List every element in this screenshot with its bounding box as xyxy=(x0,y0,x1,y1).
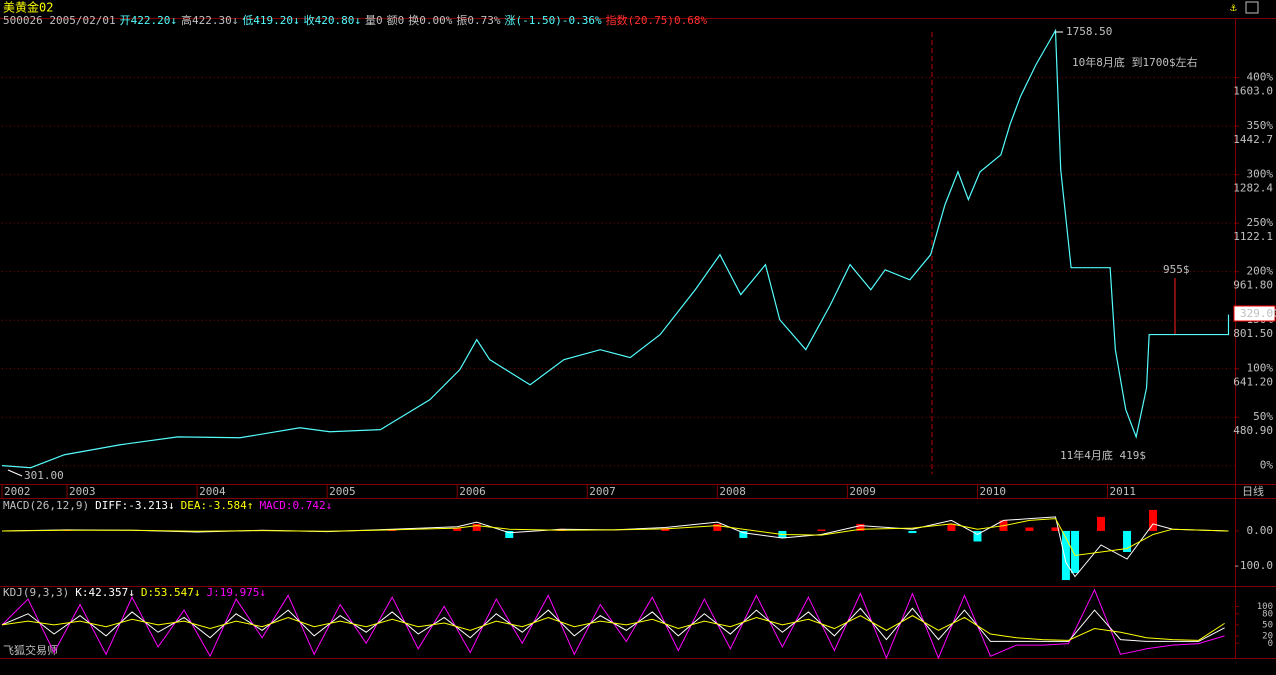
x-tick-label: 2010 xyxy=(979,485,1006,498)
price-line xyxy=(1,28,1230,469)
y-tick-label: 50 xyxy=(1262,620,1273,630)
legend-entry: DIFF:-3.213↓ xyxy=(95,499,174,512)
macd-bar xyxy=(1051,527,1060,531)
x-tick-label: 2008 xyxy=(719,485,746,498)
macd-bar xyxy=(1123,530,1132,553)
y-tick-label: 1603.0 xyxy=(1233,85,1273,98)
y-tick-label: 0.00 xyxy=(1247,524,1274,537)
info-item: 额0 xyxy=(387,14,405,27)
panel-header: KDJ(9,3,3) K:42.357↓ D:53.547↓ J:19.975↓ xyxy=(3,586,266,599)
anchor-icon[interactable]: ⚓ xyxy=(1229,1,1237,14)
panel-title: MACD(26,12,9) xyxy=(3,499,89,512)
kdj-line xyxy=(1,615,1225,641)
legend-entry: K:42.357↓ xyxy=(75,586,135,599)
macd-bar xyxy=(739,530,748,538)
y-tick-label: 1442.7 xyxy=(1233,133,1273,146)
y-tick-label: -100.0 xyxy=(1233,559,1273,572)
annotation: 301.00 xyxy=(24,469,64,482)
macd-bar xyxy=(1149,509,1158,531)
info-item: 换0.00% xyxy=(408,13,452,27)
y2-tick-label: 0% xyxy=(1260,459,1274,472)
info-item: 开422.20↓ xyxy=(120,14,177,27)
y-tick-label: 100 xyxy=(1257,602,1273,612)
y2-tick-label: 100% xyxy=(1247,362,1274,375)
annotation: 10年8月底 到1700$左右 xyxy=(1072,55,1198,69)
y2-tick-label: 250% xyxy=(1247,216,1274,229)
annotation: 11年4月底 419$ xyxy=(1060,448,1146,462)
x-tick-label: 2007 xyxy=(589,485,616,498)
macd-bar xyxy=(505,530,514,538)
macd-bar xyxy=(472,523,481,531)
x-axis-label: 日线 xyxy=(1242,484,1264,498)
x-tick-label: 2002 xyxy=(4,485,31,498)
macd-bar xyxy=(817,529,826,531)
info-item: 高422.30↓ xyxy=(181,13,238,27)
window-icon[interactable] xyxy=(1245,1,1259,14)
brand: 飞狐交易师 xyxy=(3,643,58,657)
info-item: 量0 xyxy=(365,14,383,27)
info-item: 收420.80↓ xyxy=(304,13,361,27)
macd-bar xyxy=(453,528,462,531)
x-tick-label: 2004 xyxy=(199,485,226,498)
info-item: 振0.73% xyxy=(456,13,500,27)
y-tick-label: 480.90 xyxy=(1233,424,1273,437)
x-tick-label: 2005 xyxy=(329,485,356,498)
macd-bar xyxy=(856,523,865,531)
info-item: 指数(20.75)0.68% xyxy=(606,13,708,27)
y2-tick-label: 50% xyxy=(1253,410,1273,423)
info-item: 低419.20↓ xyxy=(242,14,299,27)
macd-bar xyxy=(1061,530,1070,581)
y-tick-label: 1122.1 xyxy=(1233,230,1273,243)
y-tick-label: 0 xyxy=(1268,639,1273,649)
macd-bar xyxy=(1071,530,1080,574)
y-tick-label: 20 xyxy=(1262,631,1273,641)
leader xyxy=(7,469,23,477)
y2-tick-label: 300% xyxy=(1247,168,1274,181)
y-tick-label: 801.50 xyxy=(1233,327,1273,340)
macd-line xyxy=(1,518,1229,557)
annotation: 1758.50 xyxy=(1066,25,1112,38)
y2-tick-label: 200% xyxy=(1247,265,1274,278)
legend-entry: D:53.547↓ xyxy=(141,586,201,599)
x-tick-label: 2009 xyxy=(849,485,876,498)
info-bar: 500026 2005/02/01 开422.20↓ 高422.30↓ 低419.20… xyxy=(3,13,707,27)
y-tick-label: 641.20 xyxy=(1233,376,1273,389)
info-item: 500026 2005/02/01 xyxy=(3,14,116,27)
y-tick-label: 80 xyxy=(1262,609,1273,619)
title: 美黄金02 xyxy=(3,0,53,15)
macd-bar xyxy=(908,530,917,534)
macd-bar xyxy=(1097,516,1106,531)
y2-tick-label: 350% xyxy=(1247,119,1274,132)
price-tag xyxy=(1233,305,1276,322)
macd-bar xyxy=(713,523,722,531)
annotation: 955$ xyxy=(1163,263,1190,276)
legend-entry: J:19.975↓ xyxy=(206,586,266,599)
frames xyxy=(0,18,1276,659)
annotation: 329.00 xyxy=(1240,307,1276,320)
y-tick-label: 961.80 xyxy=(1233,279,1273,292)
x-tick-label: 2011 xyxy=(1110,485,1137,498)
macd-bar xyxy=(947,523,956,531)
legend-entry: MACD:0.742↓ xyxy=(259,499,332,512)
macd-bar xyxy=(973,530,982,542)
legend-entry: DEA:-3.584↑ xyxy=(181,499,254,512)
x-tick-label: 2003 xyxy=(69,485,96,498)
panel-title: KDJ(9,3,3) xyxy=(3,586,69,599)
window-icons[interactable]: ⚓ xyxy=(1229,1,1259,14)
macd-bar xyxy=(661,528,670,531)
info-item: 涨(-1.50)-0.36% xyxy=(505,14,602,27)
panel-header: MACD(26,12,9) DIFF:-3.213↓ DEA:-3.584↑ MACD… xyxy=(3,499,332,512)
macd-bar xyxy=(1025,527,1034,531)
x-tick-label: 2006 xyxy=(459,485,486,498)
y2-tick-label: 400% xyxy=(1247,71,1274,84)
y-tick-label: 1282.4 xyxy=(1233,182,1273,195)
